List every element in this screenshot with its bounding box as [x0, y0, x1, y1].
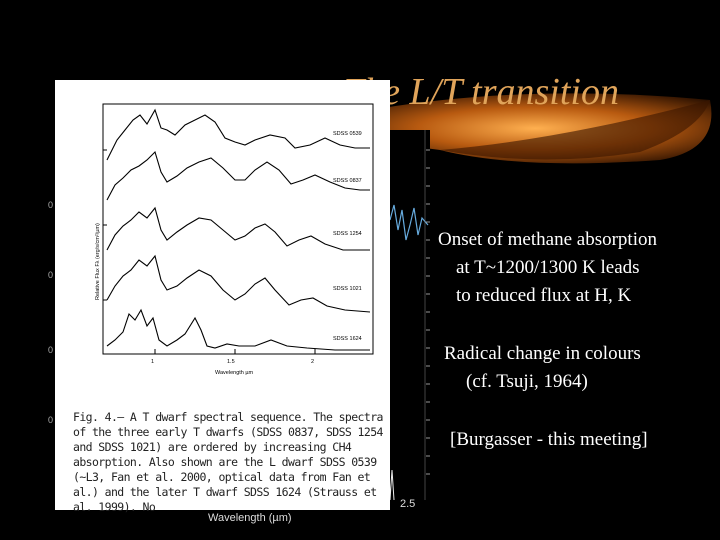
tick-marks — [426, 149, 430, 475]
bullet-line: (cf. Tsuji, 1964) — [466, 371, 588, 392]
spectrum-label: SDSS 0539 — [333, 131, 362, 137]
bullet-burgasser-reference: [Burgasser - this meeting] — [450, 426, 648, 454]
bullet-line: [Burgasser - this meeting] — [450, 429, 648, 450]
back-y-tick: 0 — [48, 345, 54, 355]
bullet-line: to reduced flux at H, K — [456, 285, 632, 306]
spectrum-label: SDSS 0837 — [333, 178, 362, 184]
bullet-line: Radical change in colours — [444, 343, 641, 364]
bullet-methane-onset: Onset of methane absorption at T~1200/13… — [438, 226, 657, 310]
bullet-line: Onset of methane absorption — [438, 229, 657, 250]
x-tick-label: 2 — [311, 359, 314, 365]
bullet-line: at T~1200/1300 K leads — [456, 257, 640, 278]
figure-caption: Fig. 4.— A T dwarf spectral sequence. Th… — [73, 410, 383, 514]
x-tick-label: 1 — [151, 359, 154, 365]
y-axis-label: Relative Flux Fλ (erg/s/cm²/µm) — [95, 223, 101, 300]
x-axis-label: Wavelength µm — [215, 370, 254, 376]
back-x-title: Wavelength (µm) — [208, 512, 292, 524]
back-y-tick: 0 — [48, 270, 54, 280]
back-x-tick: 2.5 — [400, 498, 416, 510]
spectrum-label: SDSS 1624 — [333, 336, 362, 342]
back-y-tick: 0 — [48, 415, 54, 425]
bullet-colour-change: Radical change in colours (cf. Tsuji, 19… — [444, 340, 641, 396]
spectra-plot: SDSS 0539 SDSS 0837 SDSS 1254 SDSS 1021 … — [95, 103, 374, 376]
spectrum-label: SDSS 1021 — [333, 286, 362, 292]
spectrum-label: SDSS 1254 — [333, 231, 362, 237]
t-dwarf-spectral-sequence-figure: SDSS 0539 SDSS 0837 SDSS 1254 SDSS 1021 … — [55, 80, 390, 514]
back-y-tick: 0 — [48, 200, 54, 210]
x-tick-label: 1.5 — [227, 359, 235, 365]
